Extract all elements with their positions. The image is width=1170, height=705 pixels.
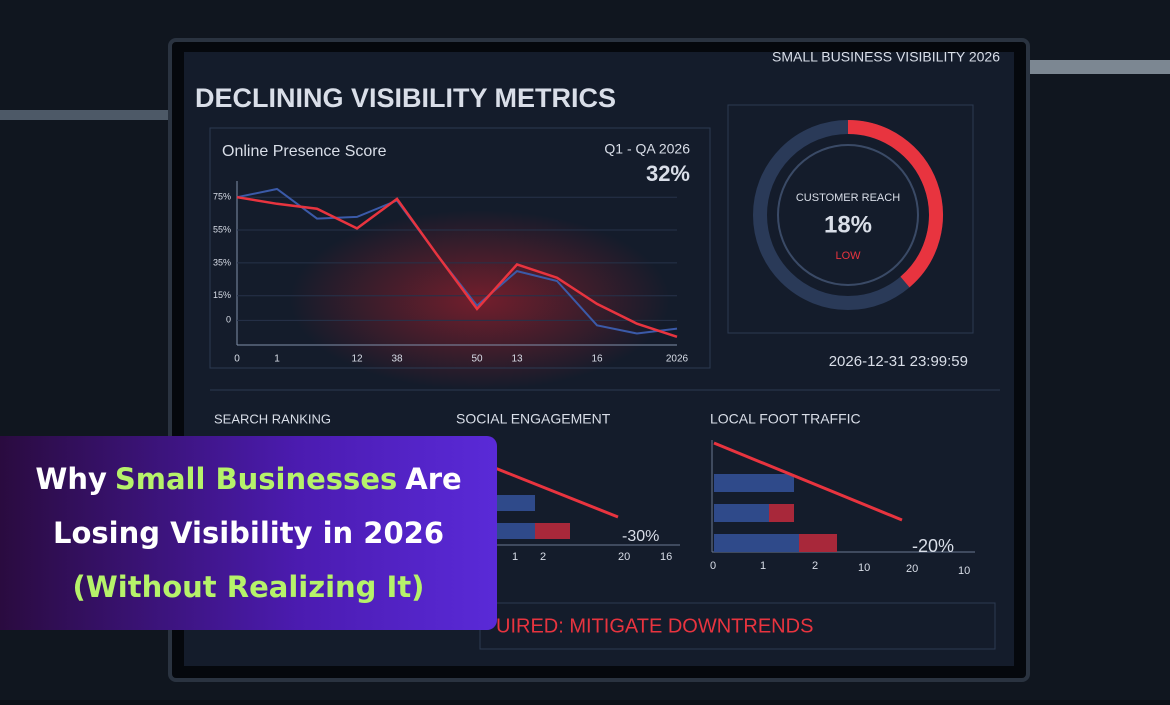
x-tick-label: 50 [471,354,483,365]
panel-tick: 10 [858,562,870,574]
timestamp: 2026-12-31 23:99:59 [829,353,968,370]
panel-tick: 1 [760,560,766,572]
panel-tick: 0 [710,560,716,572]
headline-highlight: Small Businesses [114,462,398,496]
gauge-arc [847,120,943,288]
trend-arrow [494,466,619,519]
x-tick-label: 13 [511,354,523,365]
bar-shape [714,534,799,552]
dashboard-title: DECLINING VISIBILITY METRICS [195,83,616,113]
panel-tick: 10 [958,565,970,577]
social-panel: -30% 1 2 20 16 [494,466,680,563]
chart-title: Online Presence Score [222,143,387,160]
panel-tick: 1 [512,551,518,563]
trend-arrow [713,441,903,522]
ceiling-light [0,110,170,120]
headline-line: Losing Visibility in 2026 [52,516,445,550]
panel-tick: 16 [660,551,672,563]
y-tick-label: 55% [213,224,231,234]
alert: UIRED: MITIGATE DOWNTRENDS [496,615,813,637]
panel-change: -20% [912,536,954,556]
headline-line: (Without Realizing It) [72,570,425,604]
bar-shape [495,495,535,511]
panel-title: SOCIAL ENGAGEMENT [456,411,611,427]
panel-title: SEARCH RANKING [214,411,331,426]
y-tick-label: 15% [213,290,231,300]
brand: SMALL BUSINESS VISIBILITY 2026 [772,49,1000,65]
gauge-status: LOW [835,250,861,262]
x-tick-label: 38 [391,354,403,365]
panel-tick: 20 [618,551,630,563]
line-series [236,195,678,338]
period-value: 32% [646,161,690,186]
x-tick-label: 12 [351,354,363,365]
period: Q1 - QA 2026 [604,141,690,157]
headline-line: Why Small Businesses Are [35,452,461,506]
chart-frame [209,127,711,369]
headline: Why Small Businesses Are Losing Visibility… [0,436,497,630]
line-chart: 75% 55% 35% 15% 0 0 1 12 38 50 13 16 2026 [213,181,689,365]
x-tick-label: 1 [274,354,280,365]
traffic-panel: -20% 0 1 2 10 20 10 [710,440,975,577]
bar-shape [535,523,570,539]
x-tick-label: 0 [234,354,240,365]
bar-shape [769,504,794,522]
panel-change: -30% [622,528,659,545]
x-tick-label: 2026 [666,354,689,365]
panel-title: LOCAL FOOT TRAFFIC [710,411,861,427]
panel-tick: 20 [906,563,918,575]
x-tick-label: 16 [591,354,603,365]
headline-word: Why [35,462,107,496]
gauge-value: 18% [824,211,872,238]
gauge-inner [777,144,919,286]
panel-tick: 2 [812,560,818,572]
headline-word: Are [405,462,462,496]
ceiling-light [1030,60,1170,74]
bar-shape [714,504,769,522]
bar-shape [495,523,535,539]
y-tick-label: 75% [213,192,231,202]
y-tick-label: 35% [213,257,231,267]
gauge-frame [727,104,974,334]
bar-shape [714,474,794,492]
y-tick-label: 0 [226,315,231,325]
bar-shape [799,534,837,552]
gauge-label: CUSTOMER REACH [796,192,900,204]
panel-tick: 2 [540,551,546,563]
